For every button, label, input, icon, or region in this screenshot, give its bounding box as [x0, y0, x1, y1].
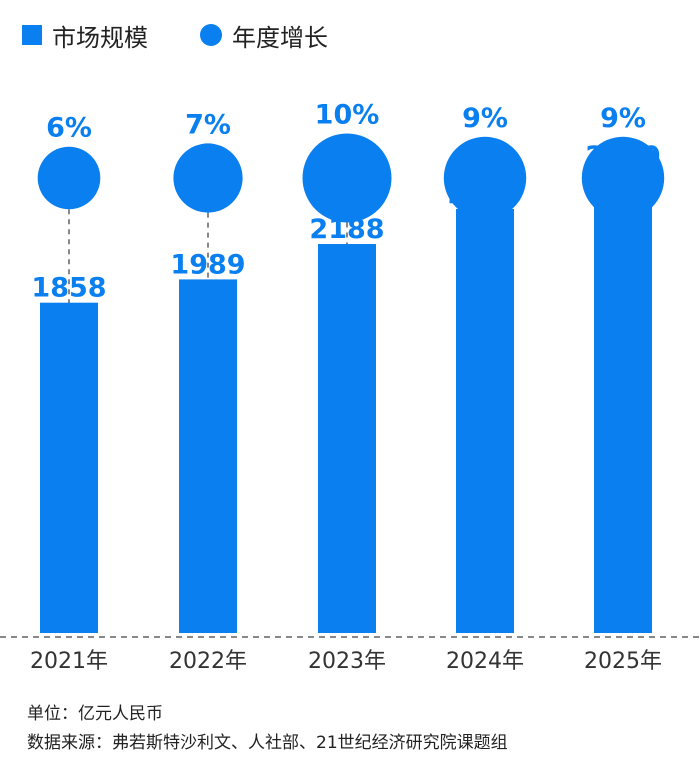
x-tick-label: 2023年 [308, 649, 386, 674]
bar-value-label: 1858 [31, 273, 106, 304]
bar-value-label: 1989 [170, 249, 245, 280]
legend: 市场规模 年度增长 [22, 18, 380, 52]
chart-notes: 单位：亿元人民币 数据来源：弗若斯特沙利文、人社部、21世纪经济研究院课题组 [27, 700, 508, 758]
growth-circle-0 [37, 146, 101, 210]
growth-circle-3 [443, 136, 527, 220]
legend-circle-icon [200, 24, 222, 46]
legend-label-annual-growth: 年度增长 [232, 23, 328, 52]
growth-value-label: 7% [185, 109, 231, 140]
bar-0 [40, 302, 98, 633]
legend-square-icon [22, 25, 42, 45]
x-tick-label: 2025年 [584, 649, 662, 674]
growth-value-label: 6% [46, 113, 92, 144]
x-tick-label: 2021年 [30, 649, 108, 674]
x-tick-label: 2022年 [169, 649, 247, 674]
bar-1 [179, 279, 237, 633]
legend-item-annual-growth: 年度增长 [200, 18, 328, 53]
chart: 18586%2021年19897%2022年218810%2023年23859%… [0, 100, 700, 674]
source-note: 数据来源：弗若斯特沙利文、人社部、21世纪经济研究院课题组 [27, 733, 508, 753]
bar-2 [318, 244, 376, 633]
growth-value-label: 9% [462, 103, 508, 134]
growth-circle-1 [173, 143, 243, 213]
bar-3 [456, 209, 514, 633]
unit-note: 单位：亿元人民币 [27, 704, 163, 724]
growth-circle-4 [581, 136, 665, 220]
legend-label-market-size: 市场规模 [52, 23, 148, 52]
growth-value-label: 9% [600, 103, 646, 134]
bar-4 [594, 170, 652, 633]
legend-item-market-size: 市场规模 [22, 18, 148, 53]
growth-value-label: 10% [315, 100, 380, 131]
growth-circle-2 [302, 133, 392, 223]
x-tick-label: 2024年 [446, 649, 524, 674]
